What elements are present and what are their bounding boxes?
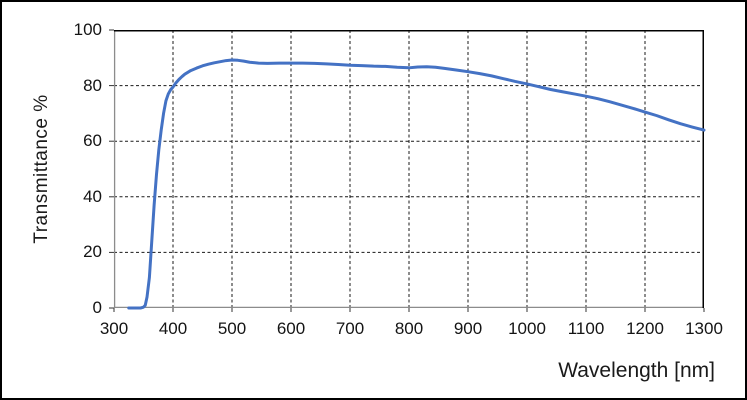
x-tick-label: 1100 xyxy=(567,319,605,338)
y-axis-title: Transmittance % xyxy=(31,94,52,244)
x-axis-title: Wavelength [nm] xyxy=(558,359,715,382)
plot-area xyxy=(109,29,706,312)
x-tick-label: 1300 xyxy=(685,319,723,338)
x-tick-label: 400 xyxy=(158,319,188,338)
y-tick-label: 40 xyxy=(83,186,102,206)
series-transmittance-line xyxy=(127,58,706,310)
y-tick-label: 100 xyxy=(73,20,102,39)
x-tick-label: 700 xyxy=(335,319,365,338)
y-tick-label: 0 xyxy=(92,298,102,317)
y-tick-label: 20 xyxy=(83,242,102,262)
x-tick-label: 1200 xyxy=(626,319,664,338)
x-tick-label: 900 xyxy=(453,319,483,338)
x-tick-label: 500 xyxy=(217,319,247,338)
x-tick-label: 300 xyxy=(99,319,129,338)
x-tick-label: 800 xyxy=(394,319,424,338)
y-tick-label: 60 xyxy=(83,131,102,151)
line-chart-canvas xyxy=(109,29,706,312)
y-tick-label: 80 xyxy=(83,75,102,95)
x-tick-label: 600 xyxy=(276,319,306,338)
x-tick-label: 1000 xyxy=(508,319,546,338)
